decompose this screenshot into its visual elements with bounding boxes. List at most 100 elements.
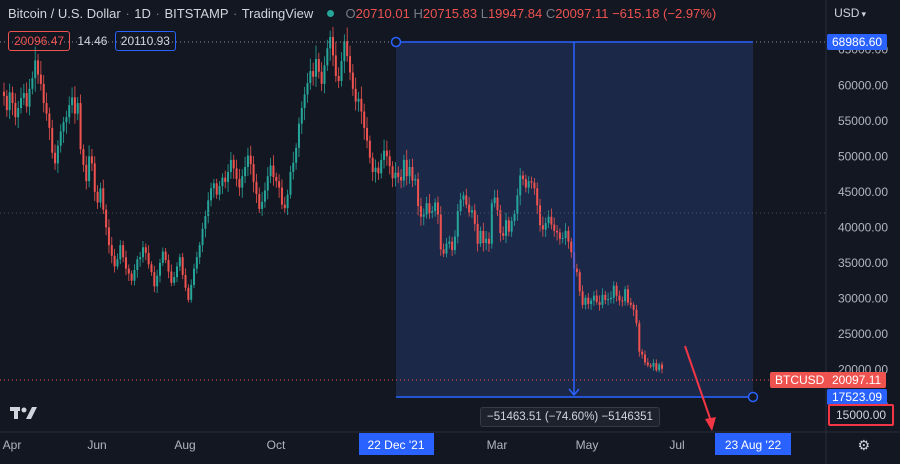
candle-body [609,297,612,300]
candle-body [309,71,312,84]
candle-body [368,140,371,158]
interval-label[interactable]: 1D [134,6,151,21]
source-label: TradingView [241,6,314,21]
currency-selector[interactable]: USD ▾ [834,6,866,20]
candle-body [470,210,473,213]
candle-body [130,273,133,281]
candle-body [28,88,31,107]
candle-body [487,238,490,244]
candle-body [366,127,369,141]
candle-body [658,364,661,371]
candle-body [533,182,536,189]
candle-body [524,179,527,188]
time-tick-label: May [576,438,599,452]
candle-body [360,98,363,112]
candle-body [332,36,334,56]
candle-body [516,195,519,214]
candle-body [624,289,627,302]
candle-body [581,291,584,305]
candle-body [661,364,663,369]
candle-body [224,177,227,182]
price-tick-label: 50000.00 [838,149,888,163]
candle-body [62,122,65,132]
candle-body [85,164,88,182]
measure-handle-end [747,391,759,403]
candle-body [363,111,366,128]
candle-body [314,58,317,77]
candle-body [578,272,581,292]
candle-body [269,165,272,177]
candle-body [595,295,598,302]
tradingview-logo-icon[interactable] [10,405,38,423]
candle-body [626,289,629,303]
candle-body [124,257,127,269]
exchange-label: BITSTAMP [164,6,229,21]
candle-body [263,190,266,202]
candle-body [96,191,99,203]
candle-body [607,299,610,301]
price-tick-label: 60000.00 [838,78,888,92]
candle-body [39,74,42,84]
candle-body [377,167,380,174]
chart-header: Bitcoin / U.S. Dollar · 1D · BITSTAMP · … [8,6,717,21]
candle-body [604,294,607,300]
candle-body [615,285,618,296]
low-price-marker: 17523.09 [827,389,888,405]
buy-price-button[interactable]: 20110.93 [114,31,176,51]
candle-body [246,155,249,167]
time-axis-ticks: Apr Jun Aug Oct Mar May Jul [3,438,685,452]
candle-body [434,202,437,212]
price-tick-label: 35000.00 [838,256,888,270]
candle-body [638,323,641,352]
settings-gear-icon[interactable]: ⚙ [857,437,870,453]
candle-body [592,295,595,301]
candle-body [451,241,454,251]
candle-body [153,272,156,287]
candle-body [65,117,68,123]
candle-body [258,193,261,209]
candle-body [201,228,204,246]
candle-body [598,301,601,305]
highlighted-price-label: 15000.00 [828,404,895,426]
candle-body [428,203,431,214]
candle-body [655,363,658,371]
candle-body [261,201,264,209]
candle-body [286,194,289,209]
candle-body [473,210,476,224]
candle-body [116,259,119,267]
chevron-down-icon: ▾ [861,9,866,19]
candle-body [561,238,564,240]
candle-body [110,245,113,256]
candle-body [419,206,422,217]
time-marker-end: 23 Aug '22 [725,438,782,452]
candle-body [329,36,332,49]
candle-body [176,266,179,278]
candle-body [158,262,161,276]
candle-body [218,186,221,195]
candle-body [139,257,142,260]
candle-body [612,285,615,298]
symbol-name[interactable]: Bitcoin / U.S. Dollar [8,6,121,21]
candle-body [241,176,244,188]
price-tick-label: 25000.00 [838,327,888,341]
candle-body [414,179,417,181]
candle-body [556,230,559,233]
candle-body [459,199,462,212]
candle-body [212,183,215,189]
candle-body [79,103,82,150]
quote-chips: 20096.47 14.46 20110.93 [8,31,176,51]
candle-body [519,175,522,196]
candle-body [394,172,397,179]
candle-body [11,92,14,104]
candle-body [280,187,283,205]
candle-body [232,159,235,169]
candle-body [156,275,159,287]
candle-body [37,60,40,75]
candle-body [238,179,241,188]
candle-body [649,365,652,367]
time-tick-label: Jul [669,438,684,452]
candle-body [255,181,258,194]
sell-price-button[interactable]: 20096.47 [8,31,71,51]
candle-body [278,181,281,188]
